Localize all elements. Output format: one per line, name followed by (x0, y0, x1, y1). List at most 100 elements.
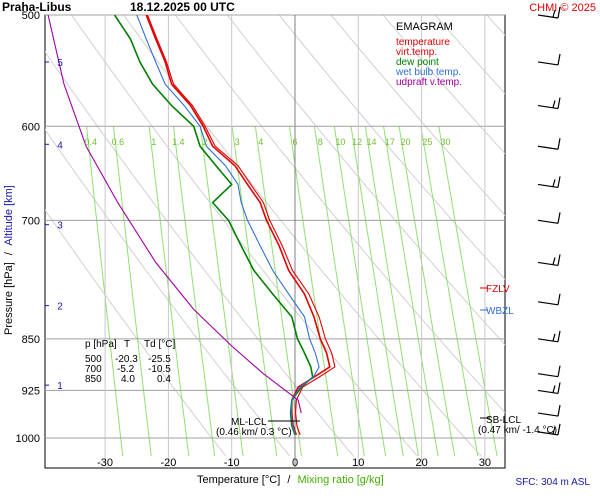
mixing-ratio-line (383, 126, 439, 457)
x-axis-mixing-label: Mixing ratio [g/kg] (297, 474, 383, 486)
wind-barb-flag (557, 293, 561, 305)
table-cell: -5.2 (117, 364, 135, 375)
wind-barb-shaft (537, 145, 559, 150)
wet-bulb-temp-line (136, 15, 320, 436)
altitude-tick-label: 3 (57, 221, 63, 232)
wind-barb-flag (552, 426, 556, 435)
wind-barb-flag (557, 254, 561, 266)
wind-barb-flag (557, 212, 561, 224)
wind-barb-shaft (537, 219, 559, 224)
mixing-ratio-lines (86, 126, 498, 457)
wind-barb-shaft (537, 261, 559, 267)
temperature-tick-label: -20 (160, 457, 176, 469)
mixing-ratio-line (438, 126, 498, 457)
y-axis-altitude-label: Altitude [km] (3, 185, 15, 246)
mixing-ratio-line (398, 126, 456, 457)
udpraft-v-temp-line (47, 15, 302, 414)
table-cell: -25.5 (148, 354, 171, 365)
temperature-tick-label: 20 (415, 457, 427, 469)
altitude-tick-label: 5 (57, 58, 63, 69)
x-axis-temp-label: Temperature [°C] (197, 474, 280, 486)
profile-series (47, 15, 336, 436)
dry-adiabat (567, 0, 600, 456)
dry-adiabat (330, 15, 505, 217)
dry-adiabat (70, 15, 418, 457)
legend-virtual-temp: virt.temp. (396, 47, 437, 58)
wind-barb-flag (552, 333, 556, 341)
mixing-ratio-tick-label: 1 (151, 137, 156, 147)
pressure-tick-label: 700 (22, 215, 40, 227)
wind-barb-shaft (537, 61, 559, 66)
dry-adiabat (45, 128, 290, 457)
mixing-ratio-line (350, 126, 404, 457)
dry-adiabat (278, 15, 505, 280)
wind-barbs (537, 6, 561, 436)
legend-updraft: udpraft v.temp. (396, 77, 462, 88)
pressure-tick-label: 1000 (16, 433, 40, 445)
mixing-ratio-tick-label: 0.6 (112, 137, 125, 147)
mixing-ratio-tick-label: 8 (318, 137, 323, 147)
temperature-tick-label: 0 (292, 457, 298, 469)
mixing-ratio-line (333, 126, 387, 457)
dry-adiabat (45, 51, 354, 457)
wind-barb-flag (557, 138, 561, 150)
wind-barb-shaft (537, 412, 559, 417)
altitude-tick-label: 2 (57, 302, 63, 313)
ml-lcl-value: (0.46 km/ 0.3 °C) (216, 427, 292, 438)
mixing-ratio-line (113, 126, 152, 457)
dry-adiabats (45, 0, 600, 457)
wind-barb-shaft (537, 14, 559, 19)
wind-barb-flag (557, 97, 561, 109)
wind-barb-shaft (537, 431, 559, 436)
wind-barb-flag (557, 365, 561, 377)
temperature-tick-label: 10 (352, 457, 364, 469)
mixing-ratio-tick-label: 6 (293, 137, 298, 147)
sb-lcl-label: SB-LCL (486, 415, 521, 426)
sb-lcl-value: (0.47 km/ -1.4 °C) (478, 425, 557, 436)
table-cell: 500 (85, 354, 102, 365)
wind-barb-shaft (537, 373, 559, 378)
station-name: Praha-Libus (2, 0, 72, 14)
wind-barb-flag (557, 53, 561, 66)
wbzl-label: WBZL (486, 306, 514, 317)
wind-barb-flag (552, 257, 556, 265)
legend: EMAGRAM temperature virt.temp. dew point… (395, 21, 462, 88)
mixing-ratio-line (288, 126, 339, 457)
mixing-ratio-tick-label: 1.4 (172, 137, 185, 147)
mixing-ratio-line (86, 126, 124, 457)
temperature-tick-label: -30 (97, 457, 113, 469)
sounding-datetime: 18.12.2025 00 UTC (130, 0, 235, 14)
dry-adiabat (174, 15, 505, 414)
altitude-tick-label: 1 (57, 381, 63, 392)
mixing-ratio-line (314, 126, 365, 457)
grid-lines (45, 14, 505, 468)
pressure-tick-label: 850 (22, 334, 40, 346)
mixing-ratio-tick-label: 17 (385, 137, 395, 147)
mixing-ratio-tick-label: 12 (352, 137, 362, 147)
wind-barb-shaft (537, 338, 559, 343)
wind-barb-flag (552, 385, 556, 393)
mixing-ratio-tick-label: 3 (235, 137, 240, 147)
wind-barb-shaft (537, 389, 559, 395)
pressure-tick-label: 925 (22, 385, 40, 397)
table-header-td: Td [°C] (144, 339, 175, 350)
y-axis-label: Pressure [hPa] / Altitude [km] (3, 185, 15, 335)
wind-barb-flag (557, 404, 561, 417)
wind-barb-flag (552, 179, 556, 187)
table-header-t: T (124, 339, 130, 350)
lcl-annotations: ML-LCL (0.46 km/ 0.3 °C) SB-LCL (0.47 km… (216, 415, 557, 438)
pressure-tick-label: 500 (22, 10, 40, 22)
wind-barb-flag (557, 6, 561, 19)
level-markers: FZLV WBZL (480, 284, 514, 317)
mixing-ratio-tick-label: 30 (441, 137, 451, 147)
x-axis-separator: / (287, 474, 291, 486)
dew-point-line (113, 15, 314, 436)
credit-label: CHMI © 2025 (529, 2, 596, 14)
temperature-tick-label: -10 (224, 457, 240, 469)
wind-barb-shaft (537, 301, 559, 306)
wind-barb-flag (552, 9, 556, 18)
legend-wet-bulb: wet bulb temp. (395, 67, 461, 78)
virt-temp-line (146, 15, 336, 436)
